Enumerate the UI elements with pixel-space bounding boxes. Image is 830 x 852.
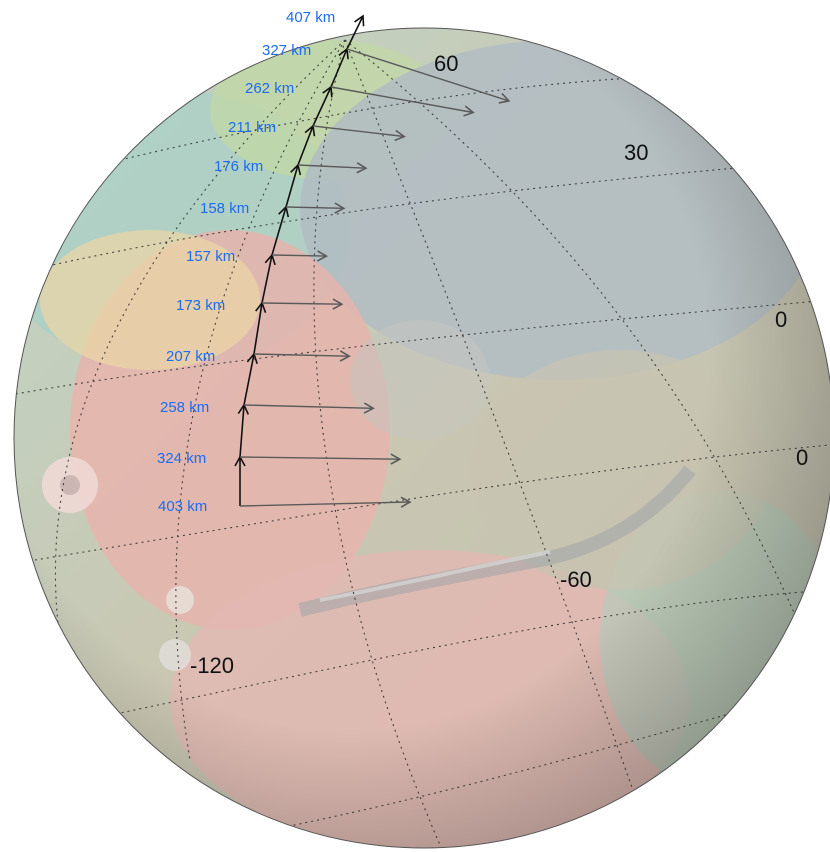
latitude-line (14, 299, 830, 396)
wind-arrow (271, 250, 329, 262)
wind-arrow (285, 202, 346, 214)
longitude-line (344, 39, 641, 811)
altitude-label: 211 km (228, 119, 276, 136)
latitude-label: 60 (434, 51, 458, 76)
altitude-label: 207 km (166, 348, 215, 365)
latitude-line (109, 589, 830, 716)
latitude-line (29, 159, 830, 271)
altitude-label: 403 km (158, 498, 207, 515)
altitude-label: 407 km (286, 9, 335, 26)
trajectory-segment (312, 85, 333, 127)
trajectory-segment (253, 301, 267, 355)
trajectory-segment (261, 253, 276, 304)
longitude-line (344, 39, 811, 651)
wind-arrow (297, 162, 368, 174)
trajectory-segment (297, 124, 316, 166)
trajectory-segment (243, 352, 258, 406)
longitude-line (175, 39, 346, 761)
longitude-label: -60 (560, 567, 592, 592)
globe-outline (13, 27, 830, 849)
latitude-line (34, 444, 830, 561)
trajectory-segment (271, 205, 290, 256)
altitude-label: 258 km (160, 399, 209, 416)
altitude-label: 327 km (262, 42, 311, 59)
wind-arrow (330, 86, 475, 117)
wind-arrow (239, 496, 412, 508)
altitude-label: 158 km (200, 200, 249, 217)
wind-arrow (253, 350, 351, 362)
altitude-label: 324 km (157, 450, 206, 467)
trajectory-segment (285, 163, 302, 208)
wind-arrow (346, 48, 511, 104)
latitude-label: 30 (624, 140, 648, 165)
wind-arrow (239, 453, 402, 465)
trajectory-segment (346, 14, 365, 50)
trajectory-segment (237, 403, 250, 458)
longitude-line (54, 39, 346, 641)
longitude-label: 0 (796, 445, 808, 470)
altitude-label: 176 km (214, 158, 263, 175)
grid-labels: 60 30 0 0 -60 -120 (190, 51, 808, 678)
longitude-line (313, 39, 441, 846)
altitude-labels: 407 km 327 km 262 km 211 km 176 km 158 km 157 … (157, 9, 335, 515)
altitude-label: 262 km (245, 80, 294, 97)
wind-arrow (243, 402, 375, 414)
trajectory-segment (330, 47, 349, 88)
latitude-label: 0 (775, 307, 787, 332)
longitude-label: -120 (190, 653, 234, 678)
altitude-label: 173 km (176, 297, 225, 314)
trajectory-layer (234, 14, 511, 508)
wind-arrow (261, 298, 344, 310)
altitude-label: 157 km (186, 248, 235, 265)
latitude-line (269, 699, 781, 831)
wind-arrow (312, 125, 406, 142)
